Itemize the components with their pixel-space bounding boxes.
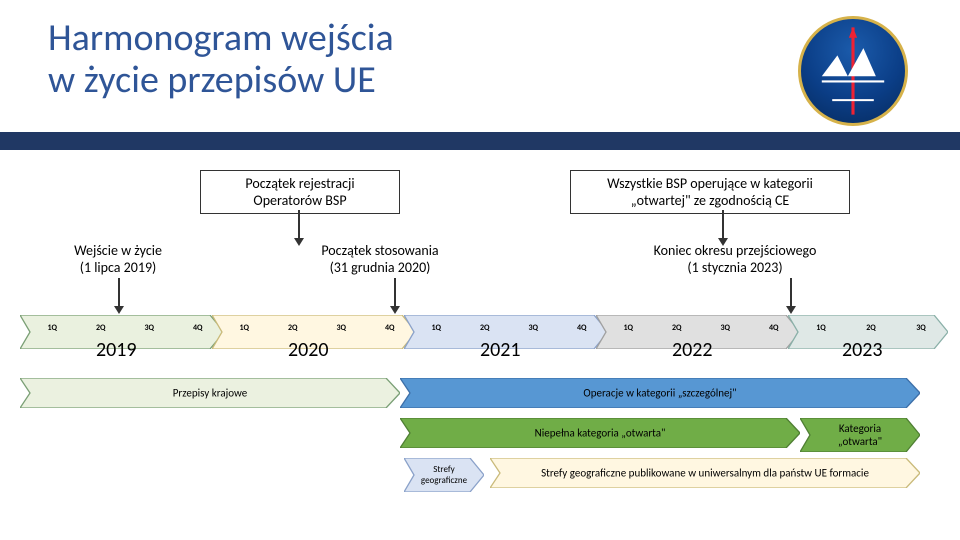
arrowhead-icon	[786, 306, 796, 314]
connector	[118, 278, 120, 308]
arrowhead-icon	[114, 306, 124, 314]
page-title: Harmonogram wejścia w życie przepisów UE	[48, 18, 394, 102]
callout-open-ce: Wszystkie BSP operujące w kategorii„otwa…	[570, 170, 850, 214]
swimlane-s2: Operacje w kategorii „szczególnej"	[400, 378, 920, 408]
connector	[298, 210, 300, 240]
year-label: 2023	[842, 338, 883, 362]
callout-entry-force: Wejście w życie(1 lipca 2019)	[38, 238, 198, 280]
swimlane-s5: Strefy geograficzne	[404, 458, 484, 492]
arrowhead-icon	[390, 306, 400, 314]
connector	[722, 210, 724, 240]
year-label: 2020	[288, 338, 329, 362]
connector	[790, 278, 792, 308]
callout-start-application: Początek stosowania(31 grudnia 2020)	[280, 238, 480, 280]
arrowhead-icon	[294, 238, 304, 246]
callout-registration: Początek rejestracjiOperatorów BSP	[200, 170, 400, 214]
swimlane-s4: Kategoria „otwarta"	[800, 418, 920, 452]
agency-logo	[798, 16, 908, 126]
callout-end-transition: Koniec okresu przejściowego(1 stycznia 2…	[620, 238, 850, 280]
arrowhead-icon	[718, 238, 728, 246]
swimlane-s1: Przepisy krajowe	[20, 378, 400, 408]
year-label: 2022	[672, 338, 713, 362]
header-band	[0, 132, 960, 150]
year-label: 2019	[96, 338, 137, 362]
swimlane-s3: Niepełna kategoria „otwarta"	[400, 418, 800, 448]
connector	[394, 278, 396, 308]
swimlane-s6: Strefy geograficzne publikowane w uniwer…	[490, 458, 920, 488]
year-label: 2021	[480, 338, 521, 362]
